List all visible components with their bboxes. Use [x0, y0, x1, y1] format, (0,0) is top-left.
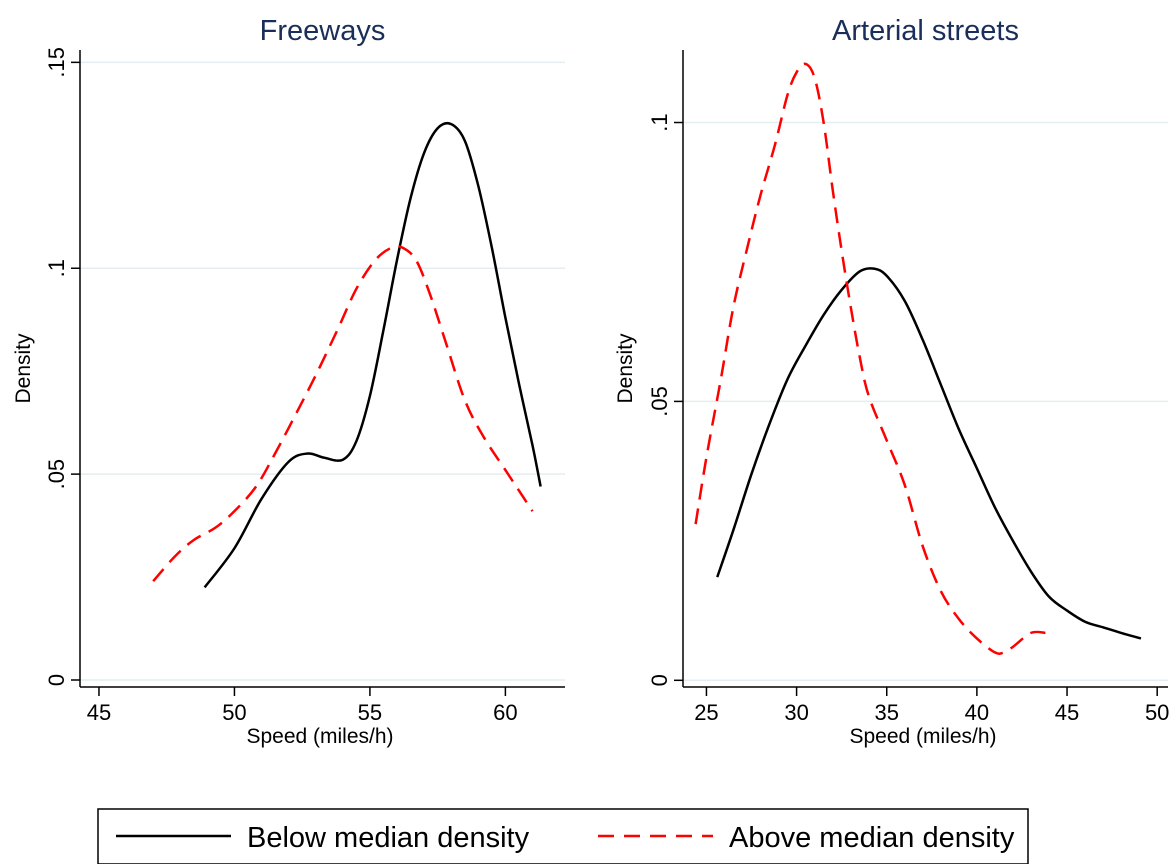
series-line-above-median [694, 62, 1046, 655]
x-axis-label: Speed (miles/h) [246, 725, 393, 748]
chart-title: Freeways [260, 15, 386, 47]
x-tick-label: 45 [1055, 700, 1079, 725]
y-tick-label: .05 [647, 386, 672, 417]
y-tick-label: 0 [647, 674, 672, 686]
x-tick-label: 30 [784, 700, 808, 725]
y-tick-label: .05 [44, 459, 69, 490]
y-axis-label: Density [614, 333, 637, 404]
series-line-below-median [716, 267, 1142, 640]
series-line-above-median [152, 244, 534, 583]
chart-title: Arterial streets [832, 15, 1019, 47]
x-tick-label: 60 [493, 700, 517, 725]
y-axis-label: Density [12, 333, 35, 404]
x-tick-label: 50 [1145, 700, 1169, 725]
chart-panel-1: 0 .05 .1 .15 45 50 55 60 Speed (miles/h) Density F… [12, 15, 565, 748]
y-tick-label: .1 [44, 259, 69, 277]
series-line-below-median [203, 121, 542, 589]
x-tick-label: 45 [87, 700, 111, 725]
x-tick-label: 55 [358, 700, 382, 725]
x-axis-label: Speed (miles/h) [849, 725, 996, 748]
y-tick-label: .1 [647, 113, 672, 131]
x-tick-label: 50 [222, 700, 246, 725]
legend-box [97, 808, 1029, 864]
legend-label-above-median: Above median density [729, 822, 1015, 854]
chart-panels: 0 .05 .1 .15 45 50 55 60 Speed (miles/h) Density F… [12, 15, 1169, 748]
y-tick-label: 0 [44, 674, 69, 686]
x-tick-label: 40 [965, 700, 989, 725]
legend-label-below-median: Below median density [247, 822, 530, 854]
x-tick-label: 25 [694, 700, 718, 725]
legend: Below median density Above median densit… [97, 808, 1029, 864]
y-tick-label: .15 [44, 47, 69, 78]
chart-panel-2: 0 .05 .1 25 30 35 40 45 50 Speed (miles/h) Density… [614, 15, 1169, 748]
x-tick-label: 35 [874, 700, 898, 725]
